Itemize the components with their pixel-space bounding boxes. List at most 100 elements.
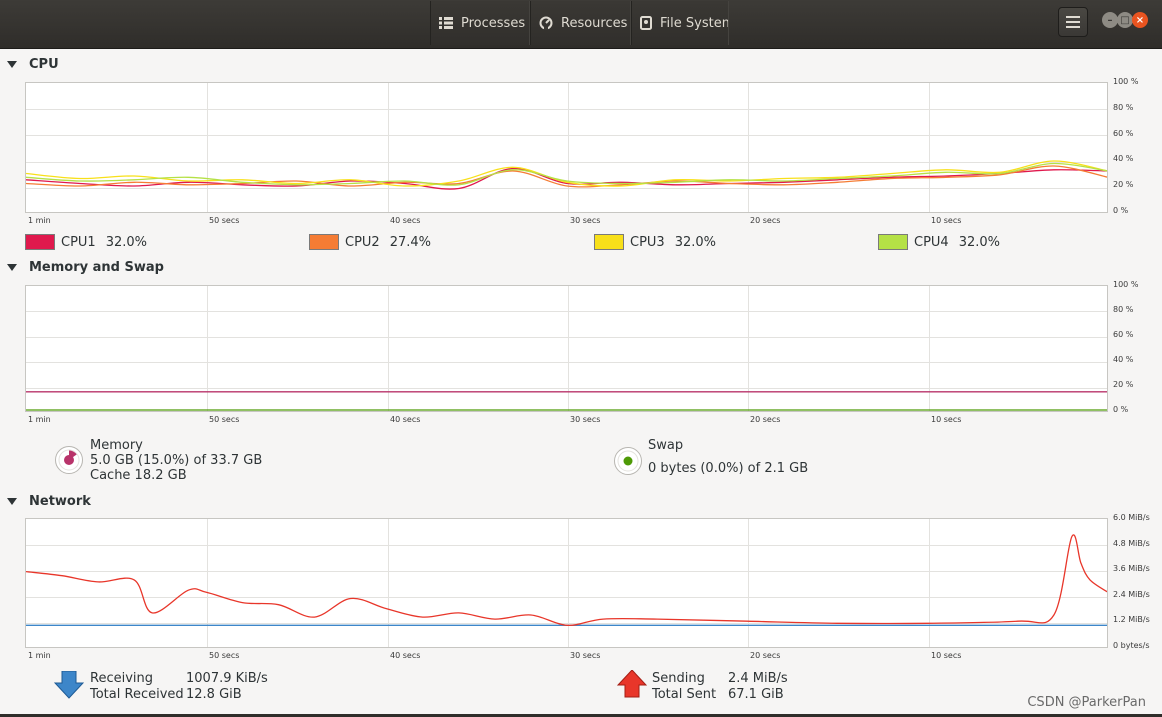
tab-processes[interactable]: Processes	[430, 1, 530, 45]
series-line-cpu1	[26, 167, 1107, 190]
close-icon: ×	[1135, 14, 1145, 26]
legend-item-cpu4: CPU4 32.0%	[878, 234, 1000, 250]
series-line-cpu2	[26, 165, 1107, 188]
legend-value: 32.0%	[105, 234, 148, 250]
minimize-button[interactable]: –	[1102, 12, 1118, 28]
bottom-strip	[0, 714, 1162, 717]
tab-resources[interactable]: Resources	[530, 1, 631, 45]
x-tick-label: 50 secs	[209, 651, 240, 660]
legend-name: CPU2	[345, 234, 380, 250]
y-tick-label: 80 %	[1113, 305, 1134, 314]
legend-value: 32.0%	[958, 234, 1001, 250]
close-button[interactable]: ×	[1132, 12, 1148, 28]
swap-usage: 0 bytes (0.0%) of 2.1 GB	[648, 461, 809, 476]
color-swatch[interactable]	[25, 234, 55, 250]
mem-graph-svg	[26, 286, 1107, 411]
memory-info: Memory 5.0 GB (15.0%) of 33.7 GB Cache 1…	[90, 438, 262, 483]
series-line-cpu4	[26, 162, 1107, 186]
expander-down-icon	[7, 264, 17, 271]
total-received-value: 12.8 GiB	[186, 687, 242, 702]
watermark: CSDN @ParkerPan	[1027, 695, 1146, 710]
memory-section-header[interactable]: Memory and Swap	[7, 260, 164, 275]
legend-item-cpu3: CPU3 32.0%	[594, 234, 716, 250]
main-menu-button[interactable]	[1058, 7, 1088, 37]
expander-down-icon	[7, 498, 17, 505]
legend-item-cpu2: CPU2 27.4%	[309, 234, 431, 250]
color-swatch[interactable]	[878, 234, 908, 250]
y-tick-label: 80 %	[1113, 102, 1134, 112]
x-tick-label: 50 secs	[209, 415, 240, 424]
x-tick-label: 40 secs	[390, 415, 421, 424]
x-tick-label: 40 secs	[390, 216, 421, 225]
y-tick-label: 6.0 MiB/s	[1113, 513, 1150, 522]
x-tick-label: 1 min	[28, 651, 51, 660]
sending-info: Sending 2.4 MiB/s Total Sent 67.1 GiB	[652, 671, 788, 703]
x-tick-label: 50 secs	[209, 216, 240, 225]
y-tick-label: 60 %	[1113, 330, 1134, 339]
legend-value: 27.4%	[389, 234, 432, 250]
tab-resources-label: Resources	[561, 15, 628, 31]
disk-icon	[640, 16, 652, 30]
series-line-sending	[26, 534, 1107, 626]
y-tick-label: 0 bytes/s	[1113, 641, 1150, 650]
x-tick-label: 30 secs	[570, 415, 601, 424]
network-graph	[25, 518, 1108, 648]
cpu-section-title: CPU	[29, 57, 59, 72]
legend-name: CPU4	[914, 234, 949, 250]
x-tick-label: 1 min	[28, 415, 51, 424]
cpu-graph-svg	[26, 83, 1107, 212]
memory-cache: Cache 18.2 GB	[90, 468, 187, 483]
x-tick-label: 10 secs	[931, 651, 962, 660]
swap-label: Swap	[648, 438, 684, 453]
view-switcher: Processes Resources File Systems	[430, 0, 729, 46]
gauge-icon	[539, 16, 553, 30]
y-tick-label: 1.2 MiB/s	[1113, 615, 1150, 625]
maximize-button[interactable]: □	[1117, 12, 1133, 28]
memory-pie-icon[interactable]	[55, 446, 83, 474]
receiving-arrow-icon	[53, 670, 85, 703]
series-line-cpu3	[26, 160, 1107, 187]
memory-section-title: Memory and Swap	[29, 260, 164, 275]
sending-value: 2.4 MiB/s	[728, 671, 788, 686]
y-tick-label: 40 %	[1113, 154, 1134, 164]
receiving-label: Receiving	[90, 671, 154, 686]
legend-value: 32.0%	[674, 234, 717, 250]
y-tick-label: 60 %	[1113, 128, 1134, 138]
x-tick-label: 30 secs	[570, 216, 601, 225]
x-tick-label: 30 secs	[570, 651, 601, 660]
expander-down-icon	[7, 61, 17, 68]
receiving-value: 1007.9 KiB/s	[186, 671, 268, 686]
legend-item-cpu1: CPU1 32.0%	[25, 234, 147, 250]
y-tick-label: 4.8 MiB/s	[1113, 538, 1150, 548]
legend-name: CPU3	[630, 234, 665, 250]
x-tick-label: 10 secs	[931, 415, 962, 424]
y-tick-label: 20 %	[1113, 180, 1134, 190]
total-sent-value: 67.1 GiB	[728, 687, 784, 702]
x-tick-label: 20 secs	[750, 651, 781, 660]
sending-arrow-icon	[616, 669, 648, 702]
memory-usage: 5.0 GB (15.0%) of 33.7 GB	[90, 453, 263, 468]
color-swatch[interactable]	[309, 234, 339, 250]
y-tick-label: 0 %	[1113, 405, 1129, 414]
total-sent-label: Total Sent	[652, 687, 717, 702]
swap-pie-icon[interactable]	[614, 447, 642, 475]
cpu-section-header[interactable]: CPU	[7, 57, 59, 72]
tab-processes-label: Processes	[461, 15, 526, 31]
x-tick-label: 10 secs	[931, 216, 962, 225]
x-tick-label: 1 min	[28, 216, 51, 225]
list-icon	[439, 16, 453, 30]
sending-label: Sending	[652, 671, 705, 686]
y-tick-label: 3.6 MiB/s	[1113, 564, 1150, 574]
x-tick-label: 20 secs	[750, 415, 781, 424]
minimize-icon: –	[1107, 14, 1113, 26]
hamburger-icon	[1066, 13, 1080, 32]
x-tick-label: 20 secs	[750, 216, 781, 225]
network-section-header[interactable]: Network	[7, 494, 91, 509]
y-tick-label: 20 %	[1113, 380, 1134, 389]
total-received-label: Total Received	[90, 687, 184, 702]
memory-label: Memory	[90, 438, 143, 453]
memory-graph	[25, 285, 1108, 412]
color-swatch[interactable]	[594, 234, 624, 250]
tab-file-systems[interactable]: File Systems	[631, 1, 729, 45]
y-tick-label: 100 %	[1113, 77, 1139, 86]
